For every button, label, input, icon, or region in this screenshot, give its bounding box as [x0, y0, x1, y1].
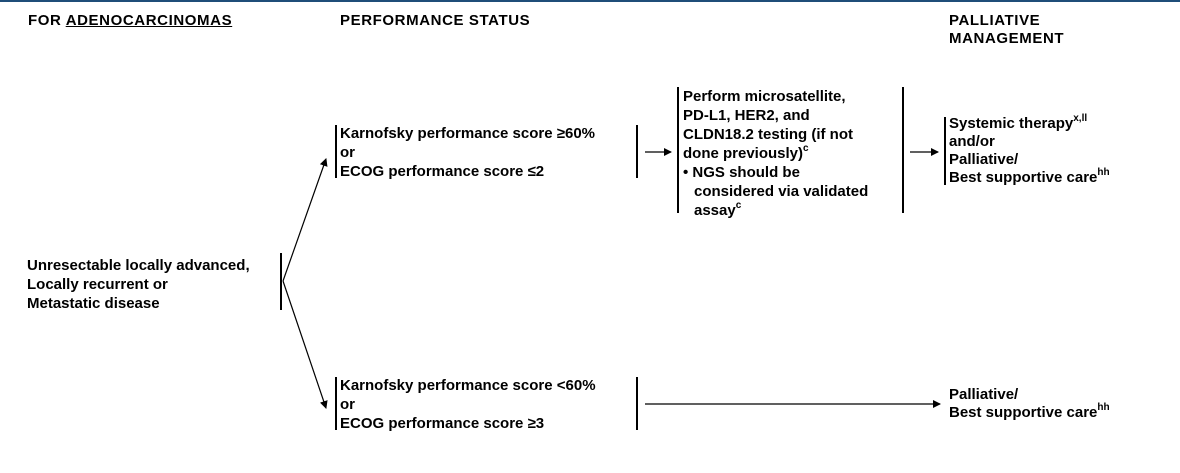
testing-node: Perform microsatellite, PD-L1, HER2, and…	[683, 87, 868, 220]
upper-status-line2: or	[340, 144, 355, 161]
upper-status-node: Karnofsky performance score ≥60% or ECOG…	[340, 124, 595, 181]
testing-line3: CLDN18.2 testing (if not	[683, 126, 854, 143]
lower-status-bracket-left	[335, 377, 337, 430]
upper-status-line1: Karnofsky performance score ≥60%	[340, 125, 596, 142]
lower-status-line1: Karnofsky performance score <60%	[340, 377, 596, 394]
header-prefix: FOR	[28, 12, 66, 29]
testing-bracket-right	[902, 87, 904, 213]
testing-line4-text: done previously)	[683, 145, 804, 162]
upper-management-line1-footnote: x,ll	[1073, 113, 1088, 124]
lower-status-line3: ECOG performance score ≥3	[340, 415, 545, 432]
header-underlined: ADENOCARCINOMAS	[65, 12, 233, 29]
start-node-line2: Locally recurrent or	[27, 276, 168, 293]
start-node-line3: Metastatic disease	[27, 295, 160, 312]
testing-bullet-footnote: c	[735, 200, 742, 211]
start-node-line1: Unresectable locally advanced,	[27, 257, 250, 274]
lower-status-node: Karnofsky performance score <60% or ECOG…	[340, 376, 596, 433]
upper-management-line4-text: Best supportive care	[949, 169, 1098, 186]
upper-management-line4: Best supportive carehh	[949, 167, 1110, 187]
lower-management-line2: Best supportive carehh	[949, 402, 1110, 422]
upper-management-line1: Systemic therapyx,ll	[949, 113, 1110, 133]
upper-status-bracket-right	[636, 125, 638, 178]
lower-management-line1: Palliative/	[949, 386, 1019, 403]
header-rule	[0, 0, 1180, 2]
upper-management-bracket	[944, 117, 946, 185]
header-palliative-management: PALLIATIVE MANAGEMENT	[949, 12, 1064, 48]
testing-line1: Perform microsatellite,	[683, 88, 846, 105]
testing-line4-footnote: c	[803, 143, 809, 154]
testing-line4: done previously)c	[683, 144, 868, 163]
upper-status-bracket-left	[335, 125, 337, 178]
testing-bullet-line1: • NGS should be	[683, 164, 800, 181]
upper-management-node: Systemic therapyx,ll and/or Palliative/ …	[949, 113, 1110, 187]
start-node-bracket	[280, 253, 282, 310]
lower-management-node: Palliative/ Best supportive carehh	[949, 386, 1110, 422]
testing-bullet-line3-text: assay	[694, 202, 736, 219]
testing-bullet-line2: considered via validated	[694, 183, 869, 200]
lower-management-line2-text: Best supportive care	[949, 404, 1098, 421]
header-palliative: PALLIATIVE	[949, 12, 1041, 29]
upper-management-line2: and/or	[949, 133, 995, 150]
header-management: MANAGEMENT	[949, 30, 1065, 47]
header-adenocarcinomas: FOR ADENOCARCINOMAS	[28, 12, 232, 30]
header-performance-status: PERFORMANCE STATUS	[340, 12, 531, 29]
upper-status-line3: ECOG performance score ≤2	[340, 163, 545, 180]
upper-management-line4-footnote: hh	[1097, 167, 1110, 178]
lower-status-line2: or	[340, 396, 355, 413]
arrow-start-to-lower-status	[282, 280, 328, 409]
testing-line2: PD-L1, HER2, and	[683, 107, 810, 124]
arrow-start-to-upper-status	[282, 158, 328, 282]
upper-management-line1-text: Systemic therapy	[949, 115, 1074, 132]
lower-management-line2-footnote: hh	[1097, 402, 1110, 413]
testing-bullet-line3: assayc	[683, 201, 868, 220]
testing-bracket-left	[677, 87, 679, 213]
upper-management-line3: Palliative/	[949, 151, 1019, 168]
start-node: Unresectable locally advanced, Locally r…	[27, 256, 250, 313]
lower-status-bracket-right	[636, 377, 638, 430]
